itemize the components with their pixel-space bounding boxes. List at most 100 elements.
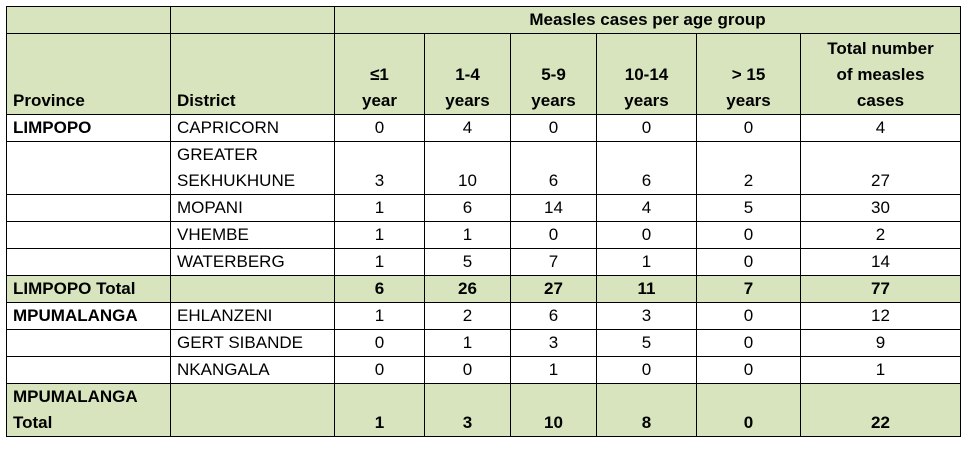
value-cell: 0 — [334, 114, 425, 142]
header-line: 10-14 — [624, 65, 669, 84]
value-cell: 1 — [334, 302, 425, 330]
total-cell: 2 — [800, 221, 961, 249]
total-cell: 9 — [800, 329, 961, 357]
age-10-14-header: 10-14 years — [596, 33, 697, 115]
value-cell: 26 — [424, 275, 511, 303]
value-cell: 0 — [510, 114, 597, 142]
value-cell: 1 — [424, 221, 511, 249]
province-cell — [6, 248, 171, 276]
age-1-4-header: 1-4 years — [424, 33, 511, 115]
value-cell: 3 — [334, 141, 425, 195]
district-cell: MOPANI — [170, 194, 335, 222]
header-line: ≤1 — [370, 65, 389, 84]
total-cell: 4 — [800, 114, 961, 142]
value-cell: 10 — [424, 141, 511, 195]
total-cell: 1 — [800, 356, 961, 384]
value-cell: 0 — [696, 329, 801, 357]
header-line: years — [531, 91, 576, 110]
value-cell: 1 — [510, 356, 597, 384]
subtotal-row: LIMPOPO Total 6 26 27 11 7 77 — [6, 275, 961, 303]
value-cell: 6 — [424, 194, 511, 222]
value-cell: 0 — [424, 356, 511, 384]
value-cell: 4 — [424, 114, 511, 142]
province-line: MPUMALANGA — [13, 387, 138, 406]
value-cell: 1 — [424, 329, 511, 357]
header-line: years — [445, 91, 490, 110]
district-line: SEKHUKHUNE — [177, 171, 296, 190]
measles-cases-table: Measles cases per age group Province Dis… — [6, 6, 961, 437]
table-row: GERT SIBANDE 0 1 3 5 0 9 — [6, 329, 961, 357]
age-5-9-header: 5-9 years — [510, 33, 597, 115]
district-cell: GREATER SEKHUKHUNE — [170, 141, 335, 195]
header-line: of measles — [836, 65, 925, 84]
province-cell — [6, 194, 171, 222]
header-line: > 15 — [731, 65, 766, 84]
province-cell — [6, 356, 171, 384]
district-cell: CAPRICORN — [170, 114, 335, 142]
value-cell: 0 — [696, 302, 801, 330]
age-gt15-header: > 15 years — [696, 33, 801, 115]
value-cell: 0 — [696, 356, 801, 384]
value-cell: 2 — [696, 141, 801, 195]
province-header: Province — [6, 33, 171, 115]
group-header-row: Measles cases per age group — [6, 6, 961, 34]
total-cell: 27 — [800, 141, 961, 195]
total-cell: 12 — [800, 302, 961, 330]
province-total-label: MPUMALANGA Total — [6, 383, 171, 437]
header-line: years — [624, 91, 669, 110]
province-total-label: LIMPOPO Total — [6, 275, 171, 303]
district-cell: VHEMBE — [170, 221, 335, 249]
blank-header-cell — [6, 6, 171, 34]
age-group-header: Measles cases per age group — [334, 6, 961, 34]
value-cell: 10 — [510, 383, 597, 437]
value-cell: 1 — [334, 383, 425, 437]
value-cell: 1 — [596, 248, 697, 276]
value-cell: 11 — [596, 275, 697, 303]
total-cell: 14 — [800, 248, 961, 276]
header-line: 1-4 — [455, 65, 480, 84]
header-line: cases — [856, 91, 905, 110]
value-cell: 0 — [696, 383, 801, 437]
value-cell: 0 — [596, 114, 697, 142]
value-cell: 27 — [510, 275, 597, 303]
age-le1-header: ≤1 year — [334, 33, 425, 115]
total-cell: 30 — [800, 194, 961, 222]
value-cell: 0 — [696, 248, 801, 276]
value-cell: 7 — [696, 275, 801, 303]
value-cell: 6 — [334, 275, 425, 303]
total-header: Total number of measles cases — [800, 33, 961, 115]
province-cell — [6, 221, 171, 249]
table-row: NKANGALA 0 0 1 0 0 1 — [6, 356, 961, 384]
total-cell: 22 — [800, 383, 961, 437]
value-cell: 3 — [510, 329, 597, 357]
district-cell: GERT SIBANDE — [170, 329, 335, 357]
value-cell: 5 — [696, 194, 801, 222]
province-cell: LIMPOPO — [6, 114, 171, 142]
value-cell: 1 — [334, 194, 425, 222]
district-cell — [170, 275, 335, 303]
district-cell: EHLANZENI — [170, 302, 335, 330]
value-cell: 3 — [596, 302, 697, 330]
value-cell: 3 — [424, 383, 511, 437]
province-cell — [6, 141, 171, 195]
value-cell: 0 — [596, 221, 697, 249]
district-header: District — [170, 33, 335, 115]
value-cell: 4 — [596, 194, 697, 222]
header-line: 5-9 — [541, 65, 566, 84]
value-cell: 0 — [696, 221, 801, 249]
district-cell: NKANGALA — [170, 356, 335, 384]
value-cell: 0 — [334, 329, 425, 357]
table-row: GREATER SEKHUKHUNE 3 10 6 6 2 27 — [6, 141, 961, 195]
value-cell: 2 — [424, 302, 511, 330]
column-header-row: Province District ≤1 year 1-4 years 5-9 yea… — [6, 33, 961, 115]
header-line: years — [726, 91, 771, 110]
value-cell: 14 — [510, 194, 597, 222]
value-cell: 8 — [596, 383, 697, 437]
value-cell: 5 — [424, 248, 511, 276]
subtotal-row: MPUMALANGA Total 1 3 10 8 0 22 — [6, 383, 961, 437]
value-cell: 0 — [510, 221, 597, 249]
value-cell: 0 — [596, 356, 697, 384]
table-row: WATERBERG 1 5 7 1 0 14 — [6, 248, 961, 276]
district-cell — [170, 383, 335, 437]
province-cell — [6, 329, 171, 357]
